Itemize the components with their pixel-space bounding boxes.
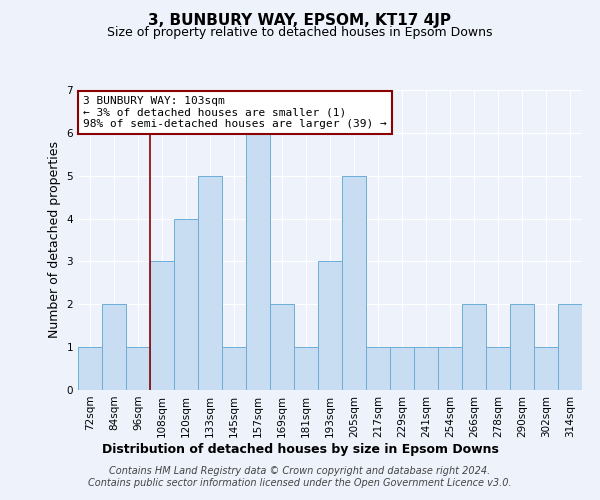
Bar [150,262,174,390]
Bar [246,133,270,390]
Bar [318,262,342,390]
Bar [534,347,558,390]
Bar [222,347,246,390]
Text: Distribution of detached houses by size in Epsom Downs: Distribution of detached houses by size … [101,442,499,456]
Bar [270,304,294,390]
Bar [294,347,318,390]
Text: 3 BUNBURY WAY: 103sqm
← 3% of detached houses are smaller (1)
98% of semi-detach: 3 BUNBURY WAY: 103sqm ← 3% of detached h… [83,96,387,129]
Bar [486,347,510,390]
Bar [126,347,150,390]
Bar [366,347,390,390]
Text: 3, BUNBURY WAY, EPSOM, KT17 4JP: 3, BUNBURY WAY, EPSOM, KT17 4JP [149,12,452,28]
Bar [342,176,366,390]
Bar [198,176,222,390]
Bar [558,304,582,390]
Bar [174,218,198,390]
Bar [390,347,414,390]
Y-axis label: Number of detached properties: Number of detached properties [48,142,61,338]
Bar [510,304,534,390]
Bar [78,347,102,390]
Text: Size of property relative to detached houses in Epsom Downs: Size of property relative to detached ho… [107,26,493,39]
Text: Contains HM Land Registry data © Crown copyright and database right 2024.
Contai: Contains HM Land Registry data © Crown c… [88,466,512,487]
Bar [438,347,462,390]
Bar [414,347,438,390]
Bar [462,304,486,390]
Bar [102,304,126,390]
